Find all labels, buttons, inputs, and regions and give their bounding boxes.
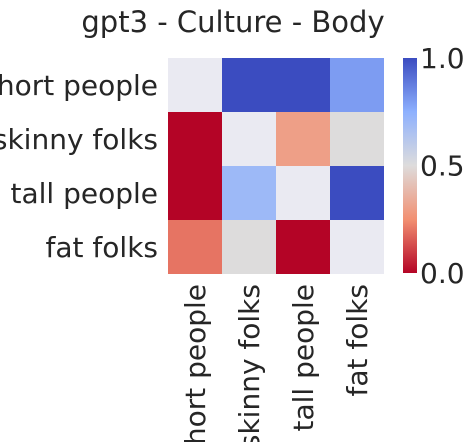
row-labels: short people skinny folks tall people fat f… (0, 69, 158, 264)
heatmap-cell-fat-folks-fat-folks (330, 220, 384, 274)
row-label-skinny-folks: skinny folks (0, 123, 158, 156)
column-label-tall-people: tall people (287, 284, 320, 432)
colorbar-tick-label: 0.5 (420, 150, 465, 183)
column-labels: short people skinny folks tall people fat f… (179, 284, 374, 442)
heatmap-cell-skinny-folks-skinny-folks (222, 112, 276, 166)
heatmap-cell-skinny-folks-short-people (168, 112, 222, 166)
heatmap-cell-short-people-skinny-folks (222, 58, 276, 112)
colorbar-tick-label: 1.0 (420, 42, 465, 75)
heatmap-cell-tall-people-short-people (168, 166, 222, 220)
heatmap-cell-fat-folks-short-people (168, 220, 222, 274)
row-label-tall-people: tall people (10, 177, 158, 210)
column-label-fat-folks: fat folks (341, 284, 374, 396)
heatmap-cell-tall-people-fat-folks (330, 166, 384, 220)
heatmap-cell-short-people-tall-people (276, 58, 330, 112)
heatmap-cell-tall-people-tall-people (276, 166, 330, 220)
heatmap-cell-skinny-folks-fat-folks (330, 112, 384, 166)
colorbar-tick-label: 0.0 (420, 257, 465, 290)
chart-title: gpt3 - Culture - Body (81, 5, 384, 39)
heatmap-cell-tall-people-skinny-folks (222, 166, 276, 220)
heatmap-cell-short-people-short-people (168, 58, 222, 112)
heatmap-cell-short-people-fat-folks (330, 58, 384, 112)
colorbar-ticks: 0.0 0.5 1.0 (420, 42, 465, 290)
heatmap-cell-fat-folks-skinny-folks (222, 220, 276, 274)
heatmap-cell-fat-folks-tall-people (276, 220, 330, 274)
row-label-short-people: short people (0, 69, 158, 102)
heatmap-cell-skinny-folks-tall-people (276, 112, 330, 166)
heatmap-cells (168, 58, 384, 274)
column-label-skinny-folks: skinny folks (233, 284, 266, 442)
row-label-fat-folks: fat folks (46, 231, 158, 264)
colorbar (403, 58, 417, 273)
column-label-short-people: short people (179, 284, 212, 442)
